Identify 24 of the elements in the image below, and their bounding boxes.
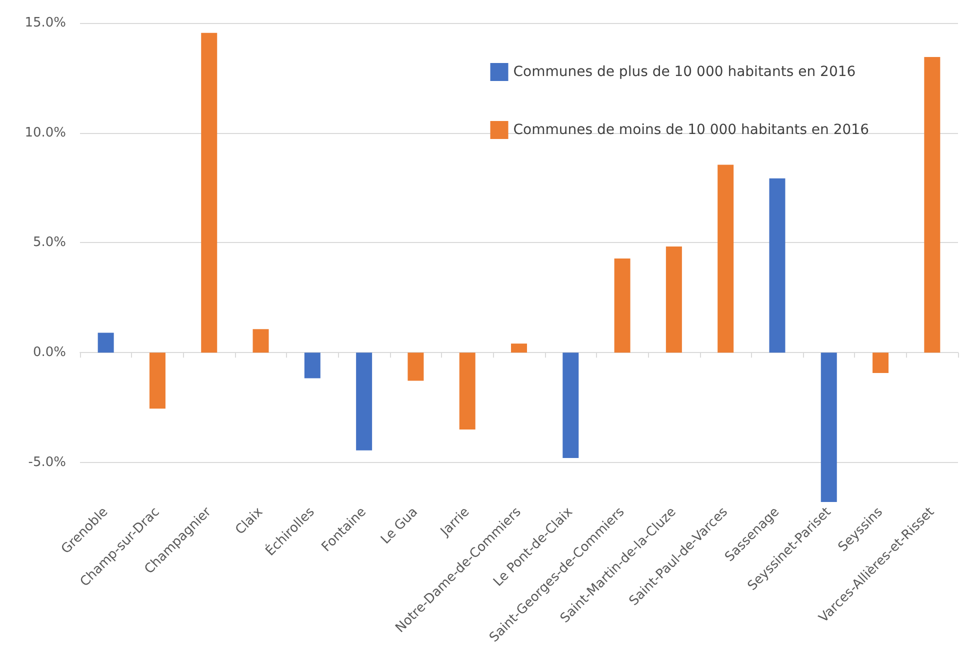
bar	[98, 332, 114, 353]
bar	[562, 352, 579, 458]
bar	[614, 258, 630, 353]
legend-label: Communes de plus de 10 000 habitants en 2016	[513, 64, 856, 80]
y-tick-label: 15.0%	[24, 16, 66, 30]
bar	[666, 246, 682, 353]
y-tick-label: -5.0%	[28, 454, 66, 470]
bar	[511, 344, 527, 353]
bar	[872, 352, 889, 374]
bar	[356, 352, 372, 450]
bar	[252, 329, 269, 353]
bar	[718, 164, 734, 353]
bar	[924, 57, 940, 353]
bar	[408, 352, 424, 381]
legend-label: Communes de moins de 10 000 habitants en 2016	[513, 122, 870, 138]
bar	[201, 32, 218, 353]
bar	[304, 352, 320, 378]
y-tick-label: 10.0%	[24, 125, 66, 140]
bar	[820, 352, 837, 502]
bar	[149, 352, 166, 409]
bar	[769, 178, 786, 353]
y-tick-label: 0.0%	[32, 345, 66, 360]
y-tick-label: 5.0%	[32, 235, 66, 250]
bar	[459, 352, 476, 430]
